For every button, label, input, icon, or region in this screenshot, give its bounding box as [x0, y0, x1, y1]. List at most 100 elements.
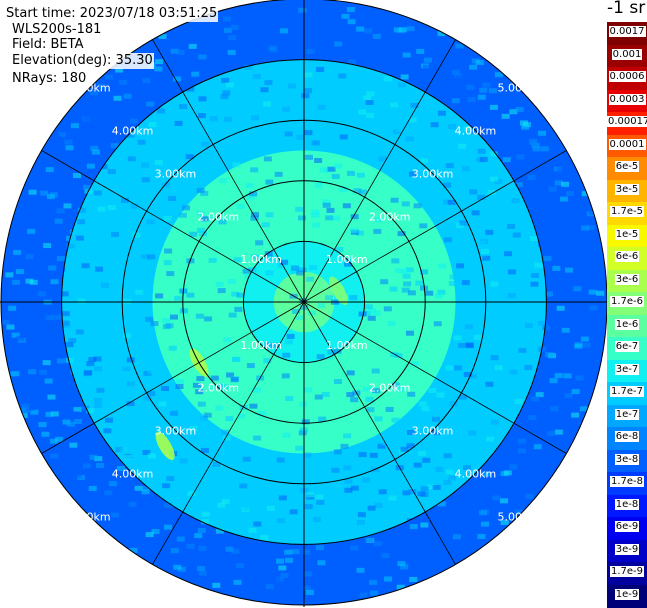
- ring-label: 3.00km: [155, 425, 197, 438]
- speckle: [389, 286, 398, 292]
- speckle: [13, 249, 22, 255]
- speckle: [5, 272, 14, 278]
- speckle: [430, 122, 439, 128]
- speckle: [356, 26, 365, 32]
- speckle: [334, 41, 343, 47]
- speckle: [201, 519, 210, 525]
- speckle: [210, 375, 219, 381]
- speckle: [147, 453, 156, 459]
- speckle: [319, 167, 328, 173]
- speckle: [221, 499, 230, 505]
- speckle: [475, 59, 484, 65]
- speckle: [366, 407, 375, 413]
- speckle: [298, 430, 307, 436]
- speckle: [406, 26, 415, 32]
- speckle: [75, 118, 84, 124]
- speckle: [315, 494, 324, 500]
- speckle: [423, 57, 432, 63]
- speckle: [436, 392, 445, 398]
- speckle: [248, 481, 257, 487]
- speckle: [449, 274, 458, 280]
- speckle: [173, 564, 182, 570]
- speckle: [168, 345, 177, 351]
- speckle: [452, 534, 461, 540]
- speckle: [301, 419, 310, 425]
- speckle: [100, 282, 109, 288]
- speckle: [196, 187, 205, 193]
- speckle: [437, 501, 446, 507]
- speckle: [70, 369, 79, 375]
- speckle: [420, 486, 429, 492]
- speckle: [71, 411, 80, 417]
- speckle: [53, 235, 62, 241]
- speckle: [170, 48, 179, 54]
- speckle: [509, 109, 518, 115]
- speckle: [129, 216, 138, 222]
- speckle: [415, 93, 424, 99]
- speckle: [19, 412, 28, 418]
- speckle: [364, 304, 373, 310]
- speckle: [588, 209, 597, 215]
- speckle: [494, 365, 503, 371]
- speckle: [477, 194, 486, 200]
- speckle: [301, 93, 310, 99]
- speckle: [217, 16, 226, 22]
- speckle: [196, 227, 205, 233]
- speckle: [363, 95, 372, 101]
- speckle: [174, 120, 183, 126]
- speckle: [350, 227, 359, 233]
- speckle: [219, 384, 228, 390]
- speckle: [403, 551, 412, 557]
- speckle: [401, 201, 410, 207]
- speckle: [56, 358, 65, 364]
- speckle: [97, 206, 106, 212]
- speckle: [287, 83, 296, 89]
- speckle: [113, 95, 122, 101]
- speckle: [107, 205, 116, 211]
- speckle: [48, 265, 57, 271]
- speckle: [277, 262, 286, 268]
- speckle: [110, 143, 119, 149]
- speckle: [346, 392, 355, 398]
- speckle: [65, 357, 74, 363]
- speckle: [212, 582, 221, 588]
- speckle: [347, 95, 356, 101]
- speckle: [120, 448, 129, 454]
- speckle: [127, 251, 136, 257]
- speckle: [147, 368, 156, 374]
- speckle: [195, 313, 204, 319]
- speckle: [199, 415, 208, 421]
- speckle: [186, 292, 195, 298]
- colorbar-tick-label: 1.7e-8: [609, 476, 645, 488]
- speckle: [119, 79, 128, 85]
- speckle: [227, 71, 236, 77]
- speckle: [281, 373, 290, 379]
- speckle: [395, 268, 404, 274]
- speckle: [40, 190, 49, 196]
- speckle: [580, 336, 589, 342]
- speckle: [396, 386, 405, 392]
- speckle: [459, 220, 468, 226]
- speckle: [503, 470, 512, 476]
- speckle: [180, 168, 189, 174]
- start-time-label: Start time: 2023/07/18 03:51:25: [5, 6, 219, 22]
- speckle: [245, 183, 254, 189]
- speckle: [391, 417, 400, 423]
- speckle: [55, 340, 64, 346]
- speckle: [316, 499, 325, 505]
- speckle: [62, 185, 71, 191]
- speckle: [408, 171, 417, 177]
- speckle: [50, 438, 59, 444]
- speckle: [297, 215, 306, 221]
- radial-line-30: [303, 39, 456, 303]
- speckle: [304, 504, 313, 510]
- speckle: [374, 217, 383, 223]
- speckle: [50, 453, 59, 459]
- speckle: [385, 406, 394, 412]
- speckle: [596, 290, 605, 296]
- speckle: [369, 452, 378, 458]
- speckle: [75, 235, 84, 241]
- speckle: [365, 113, 374, 119]
- speckle: [400, 144, 409, 150]
- speckle: [522, 122, 531, 128]
